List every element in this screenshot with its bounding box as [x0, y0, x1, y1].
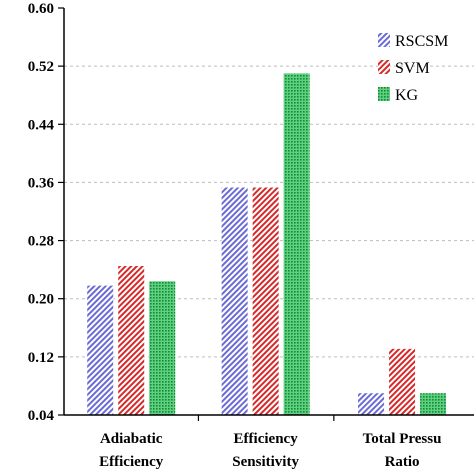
bar-svm-1 [252, 187, 279, 415]
bar-svm-2 [389, 348, 416, 415]
bars [87, 73, 447, 416]
y-tick-label: 0.12 [28, 350, 54, 366]
category-label: Sensitivity [232, 454, 299, 470]
legend: RSCSM SVM KG [378, 33, 448, 104]
bar-rscsm-0 [87, 285, 114, 415]
bar-kg-1 [283, 73, 310, 416]
y-tick-label: 0.44 [28, 117, 55, 133]
bar-svm-0 [118, 266, 145, 415]
bar-kg-0 [149, 281, 176, 415]
category-labels: Adiabatic Efficiency Efficiency Sensitivity… [99, 431, 441, 470]
category-label: Efficiency [234, 431, 299, 447]
y-tick-label: 0.60 [28, 1, 54, 17]
legend-label-rscsm: RSCSM [395, 33, 448, 50]
legend-label-svm: SVM [395, 60, 430, 77]
y-tick-label: 0.04 [28, 408, 55, 424]
category-label: Total Pressu [363, 431, 442, 447]
legend-swatch-kg [378, 87, 390, 101]
bar-rscsm-1 [221, 187, 248, 415]
y-tick-label: 0.20 [28, 292, 54, 308]
y-tick-label: 0.28 [28, 234, 54, 250]
bar-kg-2 [420, 393, 447, 415]
category-label: Ratio [385, 454, 420, 470]
y-tick-label: 0.36 [28, 175, 55, 191]
legend-swatch-svm [378, 60, 390, 74]
y-tick-label: 0.52 [28, 59, 54, 75]
category-label: Efficiency [99, 454, 164, 470]
legend-swatch-rscsm [378, 33, 390, 47]
y-tick-labels: 0.04 0.12 0.20 0.28 0.36 0.44 0.52 0.60 [28, 1, 55, 424]
bar-rscsm-2 [358, 393, 385, 415]
axes [58, 7, 474, 421]
category-label: Adiabatic [100, 431, 163, 447]
legend-label-kg: KG [395, 87, 419, 104]
